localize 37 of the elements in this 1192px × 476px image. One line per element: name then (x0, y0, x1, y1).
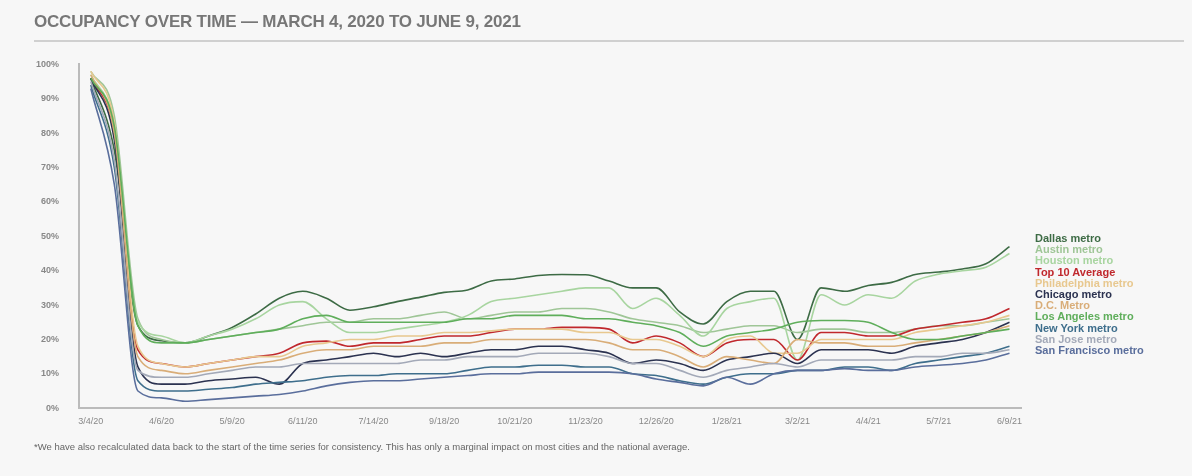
text: Los Angeles metro (1035, 310, 1135, 323)
text: *We have also recalculated data back to the start of the time series for consistency. This has only a marginal impact on most cities and the national average. (34, 440, 691, 453)
text: San Francisco metro (1035, 344, 1144, 357)
y-tick-label: 60% (41, 196, 60, 207)
y-tick-label: 30% (41, 299, 60, 310)
text: San Jose metro (1035, 332, 1118, 346)
y-tick-label: 80% (41, 127, 60, 138)
x-tick-label: 4/4/21 (855, 416, 881, 427)
y-tick-label: 50% (41, 230, 60, 241)
text: Chicago metro (1035, 288, 1113, 301)
text: Top 10 Average (1035, 265, 1117, 278)
text: Houston metro (1035, 254, 1115, 267)
x-tick-label: 1/28/21 (711, 416, 742, 427)
x-tick-label: 6/9/21 (996, 416, 1022, 427)
y-tick-label: 70% (41, 162, 60, 173)
x-tick-label: 5/9/20 (219, 416, 245, 427)
x-tick-label: 11/23/20 (568, 416, 603, 427)
y-tick-label: 10% (41, 368, 60, 379)
y-tick-label: 90% (41, 93, 60, 104)
y-tick-label: 20% (41, 333, 60, 344)
text: Dallas metro (1035, 232, 1103, 245)
x-tick-label: 12/26/20 (638, 416, 674, 427)
text: Austin metro (1035, 243, 1104, 256)
y-tick-label: 0% (46, 402, 60, 413)
x-tick-label: 7/14/20 (358, 416, 389, 427)
x-tick-label: 6/11/20 (288, 416, 318, 427)
x-tick-label: 4/6/20 (148, 416, 174, 427)
text: D.C. Metro (1035, 299, 1091, 312)
y-tick-label: 100% (35, 58, 60, 69)
x-tick-label: 10/21/20 (497, 416, 533, 427)
x-tick-label: 9/18/20 (429, 416, 460, 427)
chart-title: OCCUPANCY OVER TIME — MARCH 4, 2020 TO JUNE 9, 2021 (34, 12, 521, 32)
y-tick-label: 40% (41, 265, 60, 276)
x-tick-label: 3/4/20 (78, 416, 104, 427)
text: New York metro (1035, 321, 1119, 334)
x-tick-label: 3/2/21 (784, 416, 810, 427)
x-tick-label: 5/7/21 (926, 416, 952, 427)
